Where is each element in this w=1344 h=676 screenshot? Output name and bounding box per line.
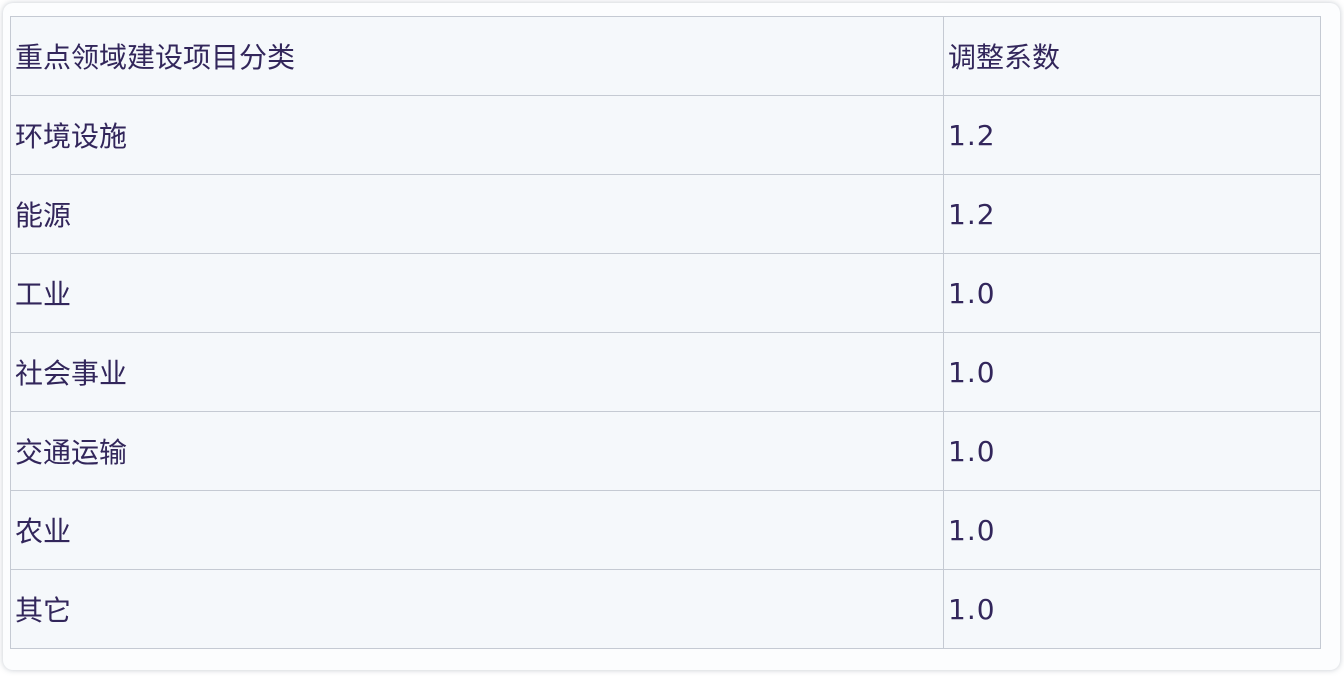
column-header-coefficient: 调整系数 bbox=[943, 16, 1321, 96]
column-header-category: 重点领域建设项目分类 bbox=[10, 16, 944, 96]
header-row: 重点领域建设项目分类 调整系数 bbox=[10, 16, 1321, 96]
cell-coefficient: 1.0 bbox=[943, 411, 1321, 491]
table-row: 农业 1.0 bbox=[10, 490, 1321, 570]
cell-coefficient: 1.2 bbox=[943, 95, 1321, 175]
cell-coefficient: 1.0 bbox=[943, 569, 1321, 649]
cell-category: 环境设施 bbox=[10, 95, 944, 175]
table-card: 重点领域建设项目分类 调整系数 环境设施 1.2 能源 1.2 工业 1.0 社… bbox=[3, 3, 1340, 670]
cell-category: 农业 bbox=[10, 490, 944, 570]
cell-category: 能源 bbox=[10, 174, 944, 254]
table-row: 能源 1.2 bbox=[10, 174, 1321, 254]
cell-coefficient: 1.0 bbox=[943, 332, 1321, 412]
table-row: 其它 1.0 bbox=[10, 569, 1321, 649]
cell-category: 其它 bbox=[10, 569, 944, 649]
table-row: 社会事业 1.0 bbox=[10, 332, 1321, 412]
cell-coefficient: 1.0 bbox=[943, 490, 1321, 570]
cell-category: 工业 bbox=[10, 253, 944, 333]
adjustment-coefficient-table: 重点领域建设项目分类 调整系数 环境设施 1.2 能源 1.2 工业 1.0 社… bbox=[10, 16, 1321, 649]
cell-category: 社会事业 bbox=[10, 332, 944, 412]
cell-category: 交通运输 bbox=[10, 411, 944, 491]
table-row: 环境设施 1.2 bbox=[10, 95, 1321, 175]
cell-coefficient: 1.2 bbox=[943, 174, 1321, 254]
cell-coefficient: 1.0 bbox=[943, 253, 1321, 333]
table-row: 交通运输 1.0 bbox=[10, 411, 1321, 491]
table-row: 工业 1.0 bbox=[10, 253, 1321, 333]
